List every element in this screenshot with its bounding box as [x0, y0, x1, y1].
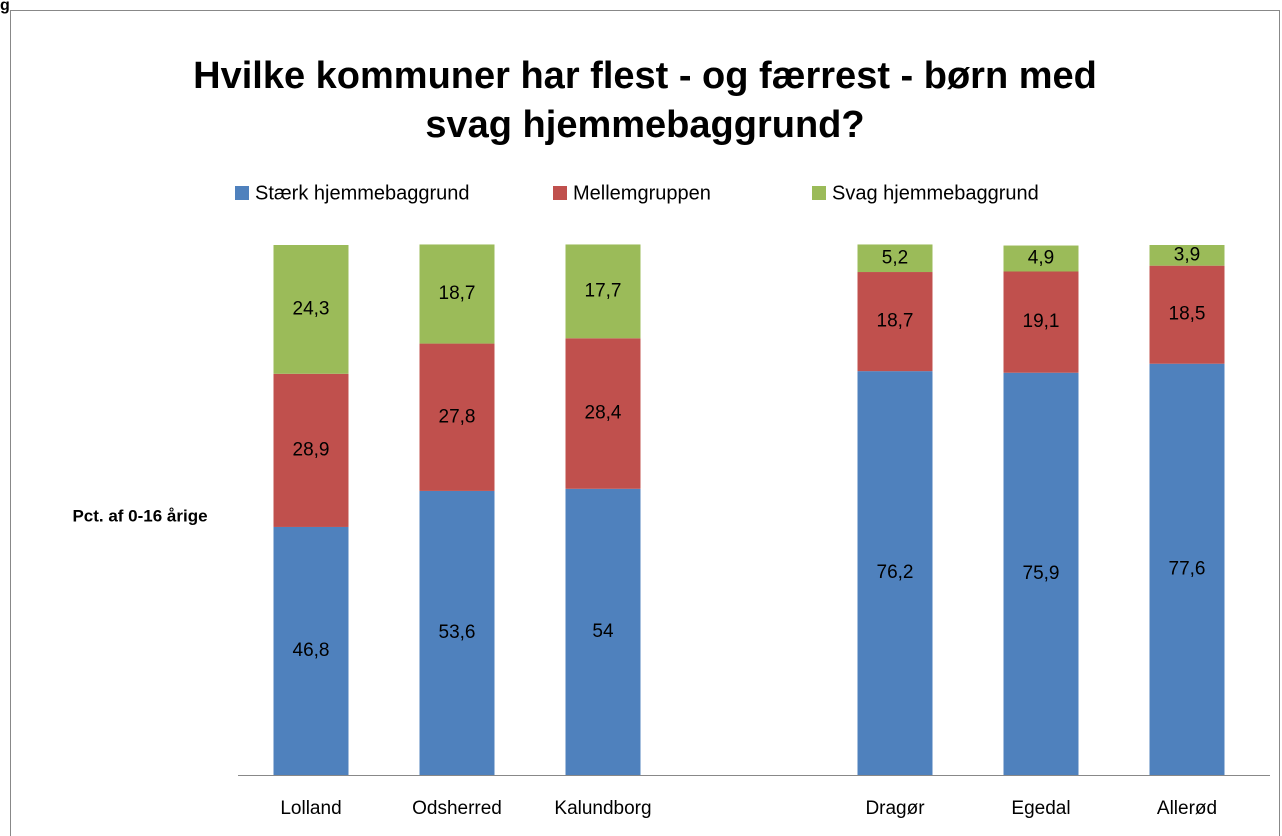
bar-segment: [565, 338, 641, 489]
data-label: 3,9: [1174, 244, 1200, 265]
bar-segment: [565, 244, 641, 339]
x-tick-label: Dragør: [865, 798, 925, 819]
fragment: g: [0, 0, 10, 14]
x-tick-label: Allerød: [1157, 798, 1217, 819]
bar-segment: [1149, 245, 1225, 266]
data-label: 17,7: [585, 280, 622, 301]
data-label: 75,9: [1023, 563, 1060, 584]
x-tick-label: Kalundborg: [554, 798, 651, 819]
bar-segment: [419, 244, 495, 344]
data-label: 27,8: [439, 406, 476, 427]
data-label: 4,9: [1028, 248, 1054, 269]
bar-segment: [1149, 363, 1225, 775]
legend-swatch: [553, 186, 567, 200]
data-label: 18,7: [439, 283, 476, 304]
data-label: 76,2: [877, 562, 914, 583]
bar-segment: [857, 244, 933, 273]
bar-segment: [419, 490, 495, 775]
data-label: 46,8: [293, 640, 330, 661]
bar-segment: [857, 371, 933, 775]
legend-label: Stærk hjemmebaggrund: [255, 182, 470, 204]
bar-segment: [1003, 245, 1079, 272]
data-label: 28,9: [293, 439, 330, 460]
chart-title: Hvilke kommuner har flest - og færrest -…: [193, 55, 1097, 97]
data-label: 19,1: [1023, 311, 1060, 332]
x-tick-label: Odsherred: [412, 798, 502, 819]
bar-segment: [1003, 271, 1079, 373]
bar-segment: [565, 488, 641, 775]
chart-title: svag hjemmebaggrund?: [425, 104, 864, 146]
bar-segment: [1149, 265, 1225, 364]
bar-segment: [857, 272, 933, 372]
data-label: 28,4: [585, 403, 622, 424]
data-label: 77,6: [1169, 558, 1206, 579]
data-label: 18,5: [1169, 304, 1206, 325]
data-label: 24,3: [293, 298, 330, 319]
data-label: 5,2: [882, 247, 908, 268]
legend-swatch: [235, 186, 249, 200]
data-label: 54: [592, 621, 614, 642]
y-axis-label: Pct. af 0-16 årige: [72, 506, 207, 525]
legend-label: Mellemgruppen: [573, 182, 711, 204]
bar-segment: [273, 526, 349, 775]
legend-swatch: [812, 186, 826, 200]
x-tick-label: Lolland: [280, 798, 341, 819]
legend-label: Svag hjemmebaggrund: [832, 182, 1039, 204]
chart-border: [10, 10, 1280, 836]
bar-segment: [273, 373, 349, 527]
x-tick-label: Egedal: [1011, 798, 1070, 819]
bar-segment: [419, 343, 495, 491]
bar-segment: [1003, 372, 1079, 775]
bar-segment: [273, 245, 349, 374]
data-label: 53,6: [439, 622, 476, 643]
data-label: 18,7: [877, 311, 914, 332]
